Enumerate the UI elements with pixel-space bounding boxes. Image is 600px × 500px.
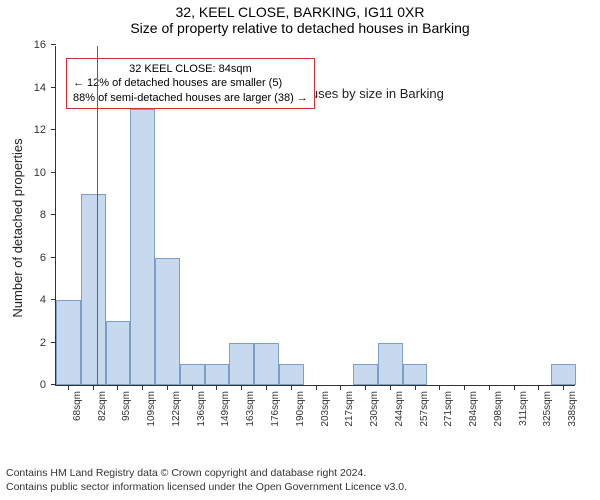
y-tick-label: 14: [34, 82, 56, 94]
histogram-bar: [56, 300, 81, 385]
plot-region: 32 KEEL CLOSE: 84sqm ← 12% of detached h…: [55, 46, 575, 386]
x-tick-label: 271sqm: [443, 385, 454, 427]
histogram-bar: [254, 343, 279, 386]
annotation-line2: ← 12% of detached houses are smaller (5): [73, 76, 308, 90]
x-tick-label: 163sqm: [245, 385, 256, 427]
x-tick-mark: [167, 385, 168, 390]
footnote-line2: Contains public sector information licen…: [6, 481, 407, 494]
y-tick-label: 16: [34, 39, 56, 51]
x-tick-label: 82sqm: [97, 385, 108, 421]
x-tick-mark: [291, 385, 292, 390]
x-tick-mark: [316, 385, 317, 390]
chart-area: Number of detached properties 32 KEEL CL…: [0, 38, 600, 418]
subtitle: Size of property relative to detached ho…: [0, 20, 600, 38]
y-axis-label: Number of detached properties: [10, 138, 25, 317]
reference-line: [97, 46, 98, 385]
x-tick-mark: [192, 385, 193, 390]
histogram-bar: [403, 364, 428, 385]
y-tick-label: 6: [40, 252, 56, 264]
x-tick-mark: [489, 385, 490, 390]
y-tick-mark: [51, 172, 56, 173]
x-tick-label: 311sqm: [518, 385, 529, 426]
x-tick-mark: [563, 385, 564, 390]
x-tick-mark: [538, 385, 539, 390]
histogram-bar: [353, 364, 378, 385]
x-tick-label: 325sqm: [542, 385, 553, 427]
x-tick-mark: [415, 385, 416, 390]
y-tick-mark: [51, 87, 56, 88]
y-tick-label: 12: [34, 124, 56, 136]
y-tick-label: 10: [34, 167, 56, 179]
x-tick-mark: [439, 385, 440, 390]
x-tick-label: 298sqm: [493, 385, 504, 427]
histogram-bar: [106, 321, 131, 385]
footnote-line1: Contains HM Land Registry data © Crown c…: [6, 467, 366, 480]
x-tick-mark: [390, 385, 391, 390]
x-tick-label: 284sqm: [468, 385, 479, 427]
x-tick-mark: [340, 385, 341, 390]
x-tick-label: 257sqm: [419, 385, 430, 427]
x-tick-label: 109sqm: [146, 385, 157, 427]
x-tick-mark: [216, 385, 217, 390]
y-tick-label: 2: [40, 337, 56, 349]
histogram-bar: [205, 364, 230, 385]
main-title: 32, KEEL CLOSE, BARKING, IG11 0XR: [0, 0, 600, 20]
y-tick-label: 8: [40, 209, 56, 221]
x-tick-label: 176sqm: [270, 385, 281, 427]
y-tick-mark: [51, 214, 56, 215]
annotation-line1: 32 KEEL CLOSE: 84sqm: [73, 62, 308, 76]
x-tick-label: 95sqm: [121, 385, 132, 421]
annotation-box: 32 KEEL CLOSE: 84sqm ← 12% of detached h…: [66, 58, 315, 109]
x-tick-mark: [514, 385, 515, 390]
histogram-bar: [180, 364, 205, 385]
histogram-bar: [155, 258, 180, 386]
annotation-line3: 88% of semi-detached houses are larger (…: [73, 91, 308, 105]
histogram-bar: [551, 364, 576, 385]
x-tick-mark: [241, 385, 242, 390]
y-tick-label: 0: [40, 379, 56, 391]
x-tick-mark: [266, 385, 267, 390]
x-tick-label: 68sqm: [72, 385, 83, 421]
x-tick-label: 122sqm: [171, 385, 182, 427]
y-tick-label: 4: [40, 294, 56, 306]
x-tick-label: 203sqm: [320, 385, 331, 427]
x-tick-mark: [142, 385, 143, 390]
histogram-bar: [130, 109, 155, 385]
y-tick-mark: [51, 257, 56, 258]
x-tick-mark: [68, 385, 69, 390]
x-tick-label: 338sqm: [567, 385, 578, 427]
y-tick-mark: [51, 129, 56, 130]
histogram-bar: [81, 194, 106, 385]
x-tick-mark: [464, 385, 465, 390]
x-tick-mark: [365, 385, 366, 390]
x-tick-label: 244sqm: [394, 385, 405, 427]
x-tick-label: 190sqm: [295, 385, 306, 427]
x-tick-label: 136sqm: [196, 385, 207, 427]
x-tick-mark: [93, 385, 94, 390]
histogram-bar: [279, 364, 304, 385]
x-tick-label: 230sqm: [369, 385, 380, 427]
y-tick-mark: [51, 44, 56, 45]
histogram-bar: [378, 343, 403, 386]
x-tick-mark: [117, 385, 118, 390]
x-tick-label: 217sqm: [344, 385, 355, 427]
histogram-bar: [229, 343, 254, 386]
x-tick-label: 149sqm: [220, 385, 231, 427]
